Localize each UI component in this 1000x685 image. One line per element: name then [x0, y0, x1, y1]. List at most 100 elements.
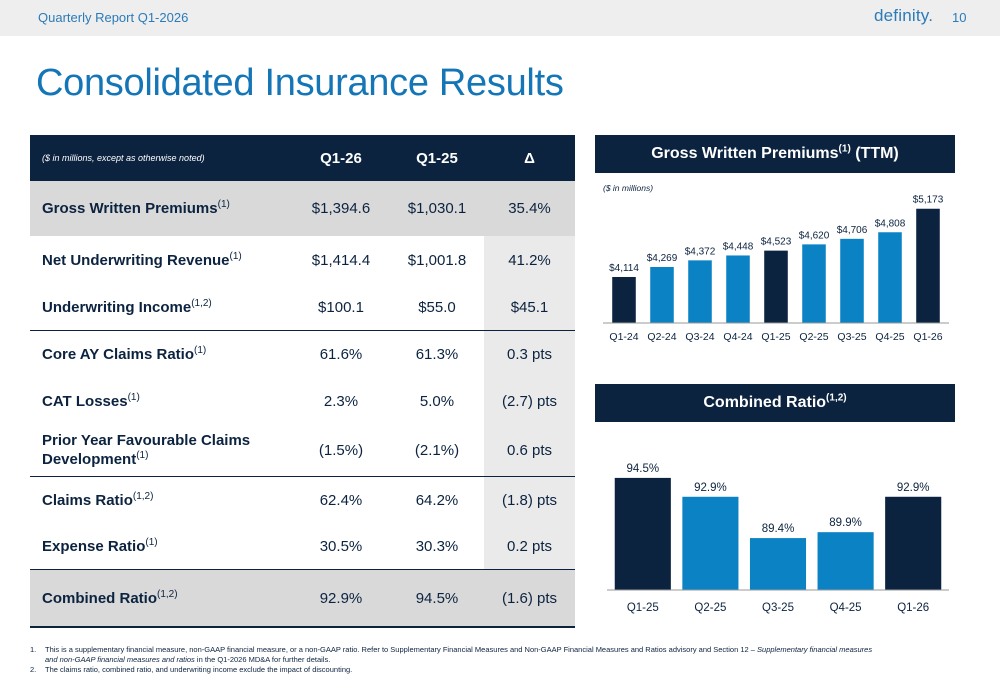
value-q1-26: 92.9% [319, 589, 363, 607]
footnote-ref: (1) [136, 450, 149, 461]
table-row: CAT Losses(1) 2.3% 5.0% (2.7) pts [30, 378, 575, 424]
footnote-2: 2. The claims ratio, combined ratio, and… [30, 665, 353, 674]
data-label: 89.9% [829, 517, 862, 529]
x-tick-label: Q4-24 [723, 331, 752, 343]
value-delta: (2.7) pts [484, 378, 575, 424]
data-label: 92.9% [694, 482, 727, 494]
bar-Q1-25 [614, 477, 671, 590]
table-row: Combined Ratio(1,2) 92.9% 94.5% (1.6) pt… [30, 569, 575, 628]
column-header-delta: Δ [524, 149, 535, 167]
report-title: Quarterly Report Q1-2026 [38, 10, 189, 25]
top-bar: Quarterly Report Q1-2026 definity. 10 [0, 0, 1000, 36]
bar-Q3-25 [840, 238, 864, 323]
value-delta: 0.6 pts [484, 424, 575, 476]
x-tick-label: Q4-25 [875, 331, 904, 343]
data-label: 94.5% [626, 463, 659, 475]
row-label: Net Underwriting Revenue [42, 251, 230, 269]
footnote-ref: (1) [145, 537, 158, 548]
table-row: Claims Ratio(1,2) 62.4% 64.2% (1.8) pts [30, 476, 575, 524]
footnote-ref: (1) [217, 199, 230, 210]
gwp-chart-title: Gross Written Premiums(1) (TTM) [595, 135, 955, 173]
data-label: $4,808 [875, 218, 906, 229]
company-logo: definity. [874, 6, 934, 25]
x-tick-label: Q3-25 [762, 602, 794, 614]
footnote-ref: (1,2) [191, 297, 212, 309]
x-tick-label: Q1-25 [627, 602, 659, 614]
table-row: Prior Year Favourable Claims Development(… [30, 424, 575, 476]
row-label-line2: Development [42, 451, 137, 468]
data-label: $4,269 [647, 253, 678, 264]
bar-Q4-25 [817, 532, 874, 590]
data-label: $4,706 [837, 225, 868, 236]
value-delta: (1.8) pts [484, 477, 575, 524]
table-row: Expense Ratio(1) 30.5% 30.3% 0.2 pts [30, 524, 575, 569]
column-header-q1-25: Q1-25 [416, 149, 458, 167]
value-q1-26: 30.5% [319, 538, 363, 555]
value-q1-25: 61.3% [415, 346, 459, 363]
x-tick-label: Q2-24 [647, 331, 676, 343]
table-note: ($ in millions, except as otherwise note… [42, 153, 205, 163]
value-q1-25: 64.2% [415, 492, 459, 509]
value-delta: 0.3 pts [484, 331, 575, 378]
bar-Q1-24 [612, 276, 636, 323]
row-label: Underwriting Income [42, 298, 192, 316]
x-tick-label: Q4-25 [830, 602, 862, 614]
data-label: $5,173 [913, 195, 944, 206]
bar-Q1-25 [764, 250, 788, 323]
table-row: Core AY Claims Ratio(1) 61.6% 61.3% 0.3 … [30, 330, 575, 378]
value-delta: 41.2% [484, 236, 575, 284]
value-q1-26: $1,414.4 [311, 251, 371, 269]
x-tick-label: Q1-24 [609, 331, 638, 343]
value-delta: 35.4% [484, 181, 575, 236]
data-label: $4,523 [761, 237, 792, 248]
bar-Q2-24 [650, 266, 674, 323]
value-q1-25: 30.3% [415, 538, 459, 555]
x-tick-label: Q2-25 [799, 331, 828, 343]
value-q1-25: $1,001.8 [407, 251, 467, 269]
combined-ratio-chart-title: Combined Ratio(1,2) [595, 384, 955, 422]
footnote-1: 1. This is a supplementary financial mea… [30, 645, 873, 664]
footnote-ref: (1) [229, 250, 242, 262]
data-label: $4,372 [685, 246, 716, 257]
row-label: Expense Ratio [42, 538, 146, 555]
x-tick-label: Q2-25 [694, 602, 726, 614]
row-label-line1: Prior Year Favourable Claims [42, 432, 251, 449]
data-label: $4,114 [609, 263, 639, 274]
data-label: 89.4% [762, 523, 795, 535]
row-label: CAT Losses [42, 392, 128, 410]
footnote-ref: (1) [194, 345, 207, 356]
results-table: ($ in millions, except as otherwise note… [30, 135, 575, 628]
x-tick-label: Q3-25 [837, 331, 866, 343]
table-header: ($ in millions, except as otherwise note… [30, 135, 575, 181]
bar-Q1-26 [885, 496, 942, 590]
value-q1-26: 62.4% [319, 492, 363, 509]
footnote-ref: (1,2) [132, 491, 154, 502]
value-q1-25: 5.0% [419, 392, 455, 410]
value-q1-25: $55.0 [418, 298, 456, 316]
value-delta: 0.2 pts [484, 524, 575, 569]
data-label: $4,448 [723, 241, 754, 252]
row-label: Gross Written Premiums [42, 200, 218, 217]
value-q1-25: $1,030.1 [407, 200, 467, 217]
x-tick-label: Q1-26 [897, 602, 929, 614]
page-title: Consolidated Insurance Results [36, 62, 564, 104]
footnote-ref: (1,2) [157, 588, 178, 600]
bar-Q3-25 [749, 538, 807, 590]
x-tick-label: Q3-24 [685, 331, 714, 343]
column-header-q1-26: Q1-26 [320, 149, 362, 167]
row-label: Claims Ratio [42, 492, 133, 509]
value-q1-26: 61.6% [319, 346, 363, 363]
bar-Q4-24 [726, 255, 750, 323]
value-delta: $45.1 [484, 284, 575, 330]
footnotes: 1. This is a supplementary financial mea… [30, 645, 970, 675]
bar-Q2-25 [682, 496, 739, 590]
unit-note: ($ in millions) [603, 183, 653, 193]
table-row: Underwriting Income(1,2) $100.1 $55.0 $4… [30, 284, 575, 330]
x-tick-label: Q1-25 [761, 331, 790, 343]
footnote-ref: (1) [127, 391, 140, 403]
gwp-bar-chart: ($ in millions) $4,114 Q1-24 $4,269 Q2-24 $4,… [603, 183, 949, 343]
value-delta: (1.6) pts [484, 570, 575, 626]
value-q1-26: 2.3% [323, 392, 359, 410]
value-q1-25: 94.5% [415, 589, 459, 607]
page-number: 10 [952, 10, 967, 25]
